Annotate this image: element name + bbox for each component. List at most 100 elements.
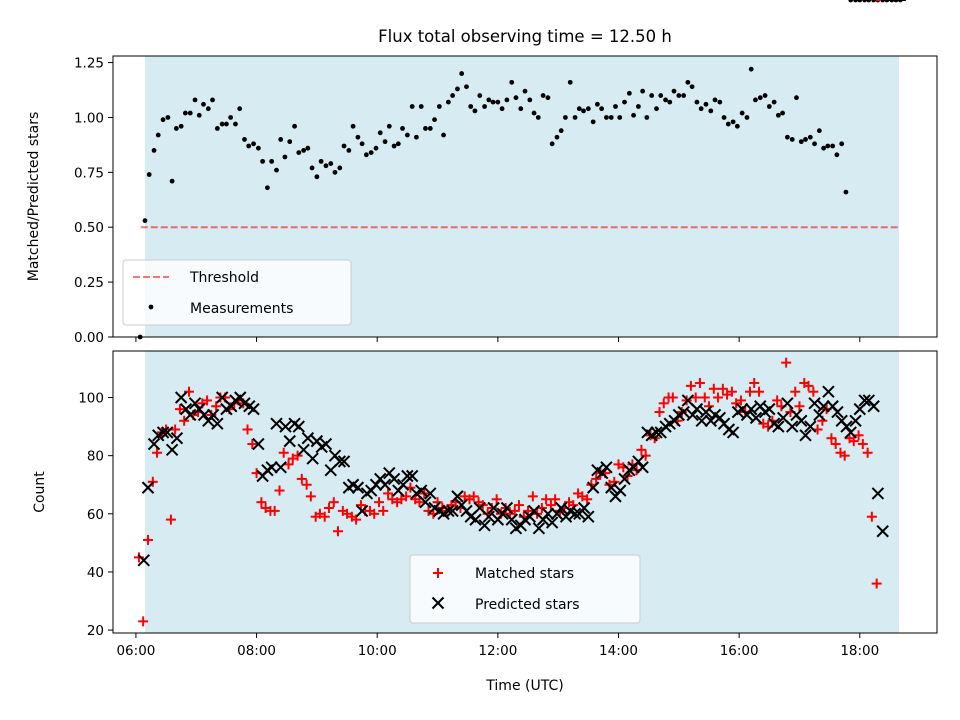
measurement-point (798, 139, 804, 145)
matched-star-point (699, 392, 710, 403)
measurement-point (708, 108, 714, 114)
measurement-point (540, 93, 546, 98)
measurement-point (495, 99, 501, 105)
predicted-star-point (415, 484, 428, 497)
measurement-point (676, 93, 682, 98)
predicted-star-point (306, 452, 319, 465)
measurement-point (545, 95, 551, 101)
matched-star-point (853, 430, 864, 441)
matched-star-point (830, 439, 841, 450)
matched-star-point (658, 398, 669, 409)
predicted-star-point (650, 426, 663, 439)
predicted-star-point (137, 554, 150, 567)
matched-star-point (491, 494, 502, 505)
predicted-star-point (545, 516, 559, 529)
measurement-point (576, 106, 582, 112)
matched-star-point (536, 502, 547, 513)
matched-star-point (269, 505, 280, 516)
measurement-point (395, 141, 401, 147)
measurement-point (178, 123, 184, 129)
predicted-star-point (550, 507, 564, 521)
measurement-point (468, 104, 474, 109)
measurement-point (604, 115, 609, 120)
predicted-star-point (804, 420, 817, 433)
x-tick-label: 06:00 (116, 643, 155, 659)
y-tick-label: 80 (87, 449, 104, 465)
matched-star-point (754, 386, 765, 397)
measurement-point (744, 115, 750, 120)
measurement-point (260, 158, 265, 164)
predicted-star-point (844, 426, 857, 439)
legend-matched-label: Matched stars (475, 566, 574, 582)
predicted-star-point (867, 400, 880, 413)
matched-star-point (328, 497, 339, 508)
predicted-star-point (726, 426, 740, 439)
matched-star-point (301, 479, 312, 490)
measurement-point (685, 79, 691, 85)
ratio-y-axis-label: Matched/Predicted stars (26, 112, 42, 282)
predicted-star-point (559, 510, 573, 523)
measurement-point (789, 137, 795, 142)
matched-star-point (735, 395, 746, 406)
predicted-star-point (170, 432, 184, 445)
measurement-point (287, 139, 293, 145)
measurement-point (631, 112, 636, 118)
matched-star-point (591, 473, 602, 484)
predicted-star-point (745, 402, 758, 416)
y-tick-label: 0.25 (74, 275, 104, 291)
measurement-point (843, 189, 849, 195)
predicted-star-point (523, 510, 537, 523)
matched-star-point (179, 415, 190, 426)
measurement-point (142, 218, 148, 224)
predicted-stars-points (137, 0, 906, 567)
measurement-point (581, 108, 586, 114)
measurement-point (681, 93, 687, 98)
measurement-point (698, 106, 704, 112)
measurement-point (309, 165, 315, 171)
predicted-star-point (292, 420, 305, 433)
matched-star-point (717, 383, 728, 394)
measurement-point (857, 0, 863, 3)
x-tick-label: 16:00 (720, 643, 759, 659)
measurement-point (477, 93, 483, 98)
x-tick-label: 18:00 (840, 643, 879, 659)
measurement-point (658, 93, 664, 98)
predicted-star-point (849, 414, 862, 427)
predicted-star-point (206, 408, 220, 422)
measurement-point (812, 141, 817, 147)
x-tick-label: 14:00 (599, 643, 638, 659)
ratio-panel: 0.00 0.25 0.50 0.75 1.00 1.25 Matched/Predict… (26, 0, 938, 346)
count-legend: Matched stars Predicted stars (409, 554, 641, 624)
measurement-point (423, 126, 428, 131)
predicted-star-point (763, 402, 776, 416)
predicted-star-point (699, 405, 713, 419)
measurement-point (373, 145, 379, 151)
predicted-star-point (424, 487, 437, 500)
predicted-star-point (184, 408, 197, 422)
matched-star-point (781, 357, 792, 368)
measurement-point (499, 106, 505, 112)
matched-star-point (509, 505, 520, 516)
y-tick-label: 0.75 (74, 165, 104, 181)
measurement-point (807, 134, 813, 140)
count-legend-box (409, 554, 641, 624)
measurement-point (730, 119, 736, 125)
matched-star-point (211, 401, 222, 412)
matched-star-point (772, 395, 783, 406)
predicted-star-point (419, 495, 432, 509)
measurement-point (196, 112, 202, 118)
legend-threshold-label: Threshold (189, 270, 259, 286)
measurement-point (146, 172, 152, 177)
predicted-star-point (469, 513, 482, 526)
measurement-point (160, 117, 166, 123)
measurement-point (504, 97, 510, 103)
matched-star-point (545, 500, 556, 511)
predicted-star-point (786, 420, 799, 433)
measurement-point (640, 88, 646, 94)
predicted-star-point (274, 461, 287, 474)
predicted-star-point (772, 420, 785, 433)
predicted-star-point (677, 405, 690, 419)
measurement-point (757, 95, 763, 101)
matched-star-point (468, 491, 479, 502)
matched-star-point (667, 392, 678, 403)
